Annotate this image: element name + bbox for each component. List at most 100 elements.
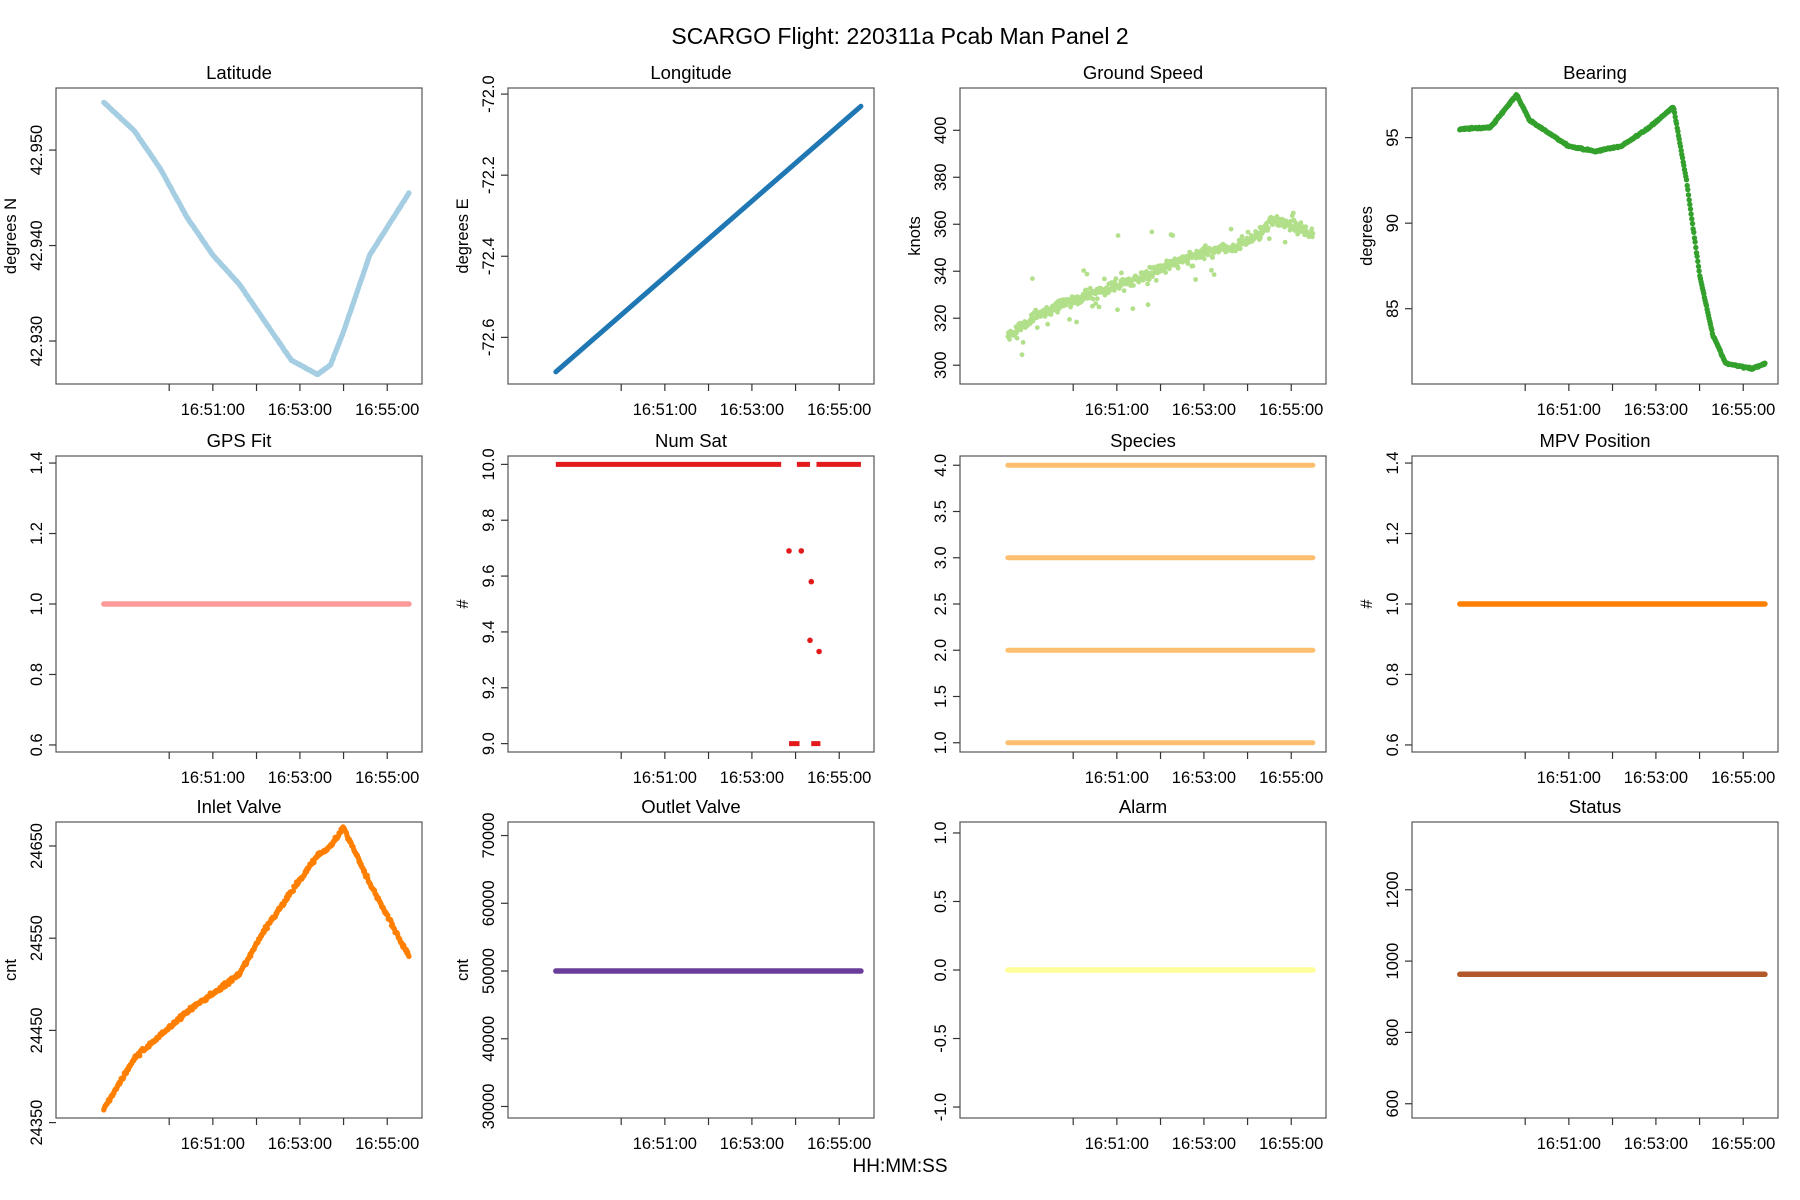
species-xtick-label: 16:55:00 <box>1259 769 1323 787</box>
bearing-xtick-label: 16:53:00 <box>1624 401 1688 419</box>
panel-species: Species 1.0 1.5 2.0 2.5 3.0 3.5 4.0 16:51:00 16:5… <box>932 430 1327 787</box>
bearing-point <box>1675 128 1681 134</box>
ground-speed-series <box>1005 210 1316 358</box>
num-sat-plot-frame <box>507 455 875 753</box>
mpv-position-title: MPV Position <box>1539 430 1650 451</box>
ground-speed-point <box>1205 252 1211 257</box>
ground-speed-point <box>1045 321 1051 327</box>
bearing-point <box>1694 253 1700 260</box>
outlet-valve-ytick-label: 30000 <box>480 1084 498 1130</box>
status-xtick-label: 16:51:00 <box>1537 1135 1601 1153</box>
species-ytick-label: 4.0 <box>932 454 950 477</box>
species-ytick-label: 2.0 <box>932 639 950 662</box>
longitude-series-line <box>553 103 864 375</box>
ground-speed-point <box>1153 278 1159 283</box>
status-xtick-label: 16:53:00 <box>1624 1135 1688 1153</box>
ground-speed-title: Ground Speed <box>1083 62 1203 83</box>
bearing-xtick-label: 16:51:00 <box>1537 401 1601 419</box>
bearing-point <box>1695 258 1701 264</box>
bearing-ytick-label: 90 <box>1384 214 1402 232</box>
num-sat-ytick-label: 9.2 <box>480 676 498 699</box>
alarm-ytick-label: 1.0 <box>932 821 950 844</box>
outlet-valve-ytick-label: 40000 <box>480 1016 498 1062</box>
inlet-valve-title: Inlet Valve <box>196 796 281 817</box>
ground-speed-point <box>1239 234 1245 239</box>
mpv-position-ytick-label: 0.6 <box>1384 733 1402 756</box>
ground-speed-point <box>1266 236 1272 242</box>
bearing-point <box>1672 114 1678 120</box>
bearing-ytick-label: 85 <box>1384 300 1402 318</box>
inlet-valve-ytick-label: 24650 <box>28 823 46 869</box>
inlet-valve-point <box>406 953 412 960</box>
status-xtick-label: 16:55:00 <box>1711 1135 1775 1153</box>
num-sat-xtick-label: 16:51:00 <box>633 769 697 787</box>
species-xtick-label: 16:53:00 <box>1172 769 1236 787</box>
ground-speed-point <box>1067 317 1072 322</box>
ground-speed-point <box>1282 239 1288 245</box>
ground-speed-point <box>1303 224 1309 230</box>
ground-speed-ytick-label: 400 <box>932 117 950 145</box>
bearing-title: Bearing <box>1563 62 1627 83</box>
bearing-point <box>1687 206 1694 212</box>
ground-speed-point <box>1190 263 1196 269</box>
ground-speed-point <box>1309 226 1315 232</box>
num-sat-title: Num Sat <box>655 430 727 451</box>
num-sat-y-label: # <box>454 599 472 609</box>
status-ytick-label: 600 <box>1384 1090 1402 1118</box>
ground-speed-point <box>1014 335 1020 341</box>
bearing-point <box>1688 211 1694 217</box>
inlet-valve-point <box>264 925 271 931</box>
ground-speed-point <box>1290 210 1296 216</box>
longitude-xtick-label: 16:55:00 <box>807 401 871 419</box>
alarm-ytick-label: -0.5 <box>932 1024 950 1052</box>
latitude-ytick-label: 42.940 <box>28 220 46 270</box>
alarm-title: Alarm <box>1119 796 1167 817</box>
ground-speed-point <box>1019 324 1024 330</box>
species-ytick-label: 3.0 <box>932 546 950 569</box>
gps-fit-xtick-label: 16:53:00 <box>268 769 332 787</box>
alarm-ytick-label: 0.5 <box>932 890 950 913</box>
ground-speed-point <box>1007 337 1012 342</box>
inlet-valve-ytick-label: 24550 <box>28 915 46 961</box>
latitude-series <box>101 99 412 378</box>
ground-speed-point <box>1185 261 1191 266</box>
ground-speed-xtick-label: 16:55:00 <box>1259 401 1323 419</box>
status-ytick-label: 800 <box>1384 1019 1402 1047</box>
panel-inlet-valve: Inlet Valve 24350 24450 24550 24650 cnt 16:51:… <box>2 796 423 1153</box>
num-sat-ytick-label: 9.4 <box>480 620 498 643</box>
gps-fit-ytick-label: 1.4 <box>28 452 46 475</box>
ground-speed-ytick-label: 380 <box>932 164 950 192</box>
gps-fit-xtick-label: 16:55:00 <box>355 769 419 787</box>
panels: Latitude 42.930 42.940 42.950 degrees N 16:51… <box>2 62 1779 1153</box>
bearing-point <box>1683 177 1690 183</box>
ground-speed-point <box>1115 307 1120 313</box>
ground-speed-point <box>1270 222 1275 228</box>
ground-speed-point <box>1170 233 1176 238</box>
bearing-point <box>1762 360 1768 366</box>
ground-speed-point <box>1019 352 1025 358</box>
longitude-ytick-label: -72.4 <box>480 237 498 275</box>
ground-speed-point <box>1096 304 1102 310</box>
num-sat-ytick-label: 9.8 <box>480 509 498 532</box>
gps-fit-title: GPS Fit <box>207 430 272 451</box>
bearing-point <box>1691 235 1698 241</box>
longitude-xtick-label: 16:53:00 <box>720 401 784 419</box>
ground-speed-point <box>1175 265 1181 271</box>
species-ytick-label: 1.0 <box>932 731 950 754</box>
latitude-point <box>406 190 412 196</box>
panel-ground-speed: Ground Speed 300 320 340 360 380 400 knots 16:51… <box>906 62 1327 419</box>
species-ytick-label: 2.5 <box>932 593 950 616</box>
ground-speed-point <box>1193 277 1198 282</box>
alarm-xtick-label: 16:51:00 <box>1085 1135 1149 1153</box>
ground-speed-point <box>1146 277 1152 282</box>
inlet-valve-xtick-label: 16:55:00 <box>355 1135 419 1153</box>
ground-speed-point <box>1115 233 1121 239</box>
ground-speed-point <box>1167 266 1172 272</box>
ground-speed-xtick-label: 16:53:00 <box>1172 401 1236 419</box>
num-sat-ytick-label: 9.6 <box>480 565 498 588</box>
mpv-position-xtick-label: 16:55:00 <box>1711 769 1775 787</box>
ground-speed-point <box>1144 269 1149 274</box>
outlet-valve-xtick-label: 16:51:00 <box>633 1135 697 1153</box>
bearing-xtick-label: 16:55:00 <box>1711 401 1775 419</box>
latitude-xtick-label: 16:53:00 <box>268 401 332 419</box>
